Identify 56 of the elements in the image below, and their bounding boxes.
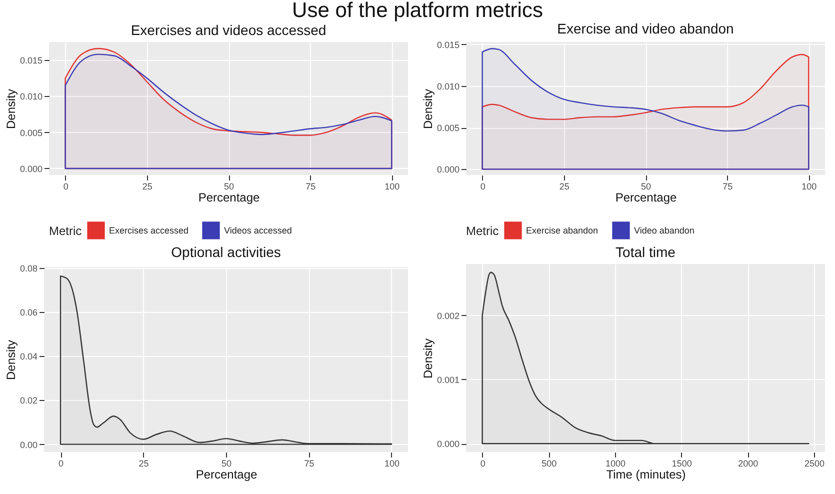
x-tick-label: 0 bbox=[63, 182, 68, 192]
y-axis-title: Density bbox=[4, 88, 18, 130]
y-tick-label: 0.08 bbox=[20, 264, 38, 274]
x-tick-label: 100 bbox=[384, 458, 400, 468]
x-axis-title: Percentage bbox=[198, 190, 260, 204]
x-tick-label: 50 bbox=[640, 182, 652, 192]
chart-title: Total time bbox=[616, 244, 676, 260]
x-axis-title: Time (minutes) bbox=[606, 468, 686, 482]
legend-label: Video abandon bbox=[634, 225, 694, 236]
x-tick-label: 25 bbox=[142, 182, 152, 192]
x-tick-label: 50 bbox=[224, 182, 234, 192]
chart-title: Exercise and video abandon bbox=[557, 20, 734, 36]
y-axis-title: Density bbox=[420, 88, 435, 130]
y-tick-label: 0.02 bbox=[20, 396, 38, 406]
y-tick-label: 0.015 bbox=[436, 40, 460, 50]
x-tick-label: 1500 bbox=[672, 458, 692, 468]
x-tick-label: 0 bbox=[58, 458, 64, 468]
y-tick-label: 0.001 bbox=[436, 374, 460, 385]
y-tick-label: 0.06 bbox=[20, 308, 38, 318]
x-tick-label: 0 bbox=[480, 458, 486, 468]
legend-title: Metric bbox=[466, 224, 499, 238]
text: Use of the platform metrics bbox=[291, 0, 544, 22]
chart-title: Optional activities bbox=[171, 244, 281, 260]
y-tick-label: 0.002 bbox=[436, 310, 460, 321]
x-tick-label: 0 bbox=[480, 182, 486, 192]
y-axis-title: Density bbox=[4, 340, 18, 380]
x-axis-title: Percentage bbox=[615, 190, 678, 204]
y-tick-label: 0.010 bbox=[436, 82, 460, 92]
x-tick-label: 75 bbox=[722, 182, 733, 192]
legend-title: Metric bbox=[49, 224, 82, 238]
y-tick-label: 0.005 bbox=[436, 123, 460, 134]
x-tick-label: 100 bbox=[384, 182, 400, 192]
x-tick-label: 2500 bbox=[804, 458, 825, 468]
x-tick-label: 25 bbox=[138, 458, 149, 468]
x-tick-label: 100 bbox=[802, 182, 817, 192]
x-tick-label: 75 bbox=[304, 458, 314, 468]
y-tick-label: 0.010 bbox=[20, 92, 42, 102]
x-tick-label: 75 bbox=[306, 182, 316, 192]
x-tick-label: 2000 bbox=[738, 458, 758, 468]
y-tick-label: 0.000 bbox=[436, 164, 460, 175]
x-axis-title: Percentage bbox=[196, 468, 258, 482]
legend-label: Exercises accessed bbox=[109, 225, 189, 236]
legend-label: Videos accessed bbox=[224, 225, 292, 236]
legend-label: Exercise abandon bbox=[526, 225, 598, 236]
chart-title: Exercises and videos accessed bbox=[130, 22, 326, 38]
x-tick-label: 1000 bbox=[605, 458, 626, 468]
x-tick-label: 25 bbox=[559, 182, 570, 192]
y-tick-label: 0.000 bbox=[436, 439, 460, 450]
x-tick-label: 500 bbox=[542, 458, 557, 468]
y-tick-label: 0.000 bbox=[20, 164, 42, 174]
y-tick-label: 0.015 bbox=[20, 56, 42, 66]
y-tick-label: 0.005 bbox=[20, 128, 42, 138]
y-tick-label: 0.04 bbox=[20, 352, 38, 362]
y-axis-title: Density bbox=[420, 338, 435, 379]
x-tick-label: 50 bbox=[221, 458, 232, 468]
y-tick-label: 0.00 bbox=[20, 440, 38, 450]
